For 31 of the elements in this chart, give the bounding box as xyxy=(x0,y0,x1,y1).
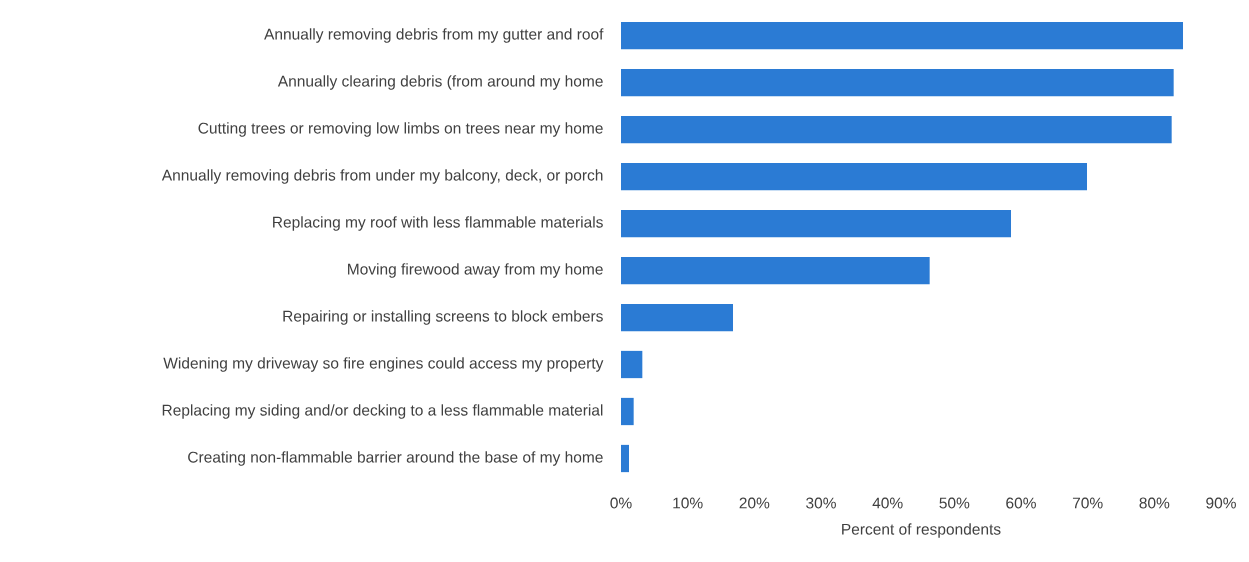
y-tick-label: Annually removing debris from my gutter and roof xyxy=(264,28,604,43)
x-tick-label: 30% xyxy=(806,497,836,509)
y-tick-label: Replacing my siding and/or decking to a less flammable material xyxy=(162,404,603,419)
bar xyxy=(621,115,1172,144)
y-tick-label: Annually removing debris from under my balcony, deck, or porch xyxy=(161,169,603,184)
y-tick-label: Cutting trees or removing low limbs on trees near my home xyxy=(198,122,603,137)
bar xyxy=(621,350,643,379)
x-tick-label: 90% xyxy=(1206,497,1236,509)
bar xyxy=(621,68,1174,97)
bar xyxy=(621,21,1183,50)
y-tick-label: Annually clearing debris (from around my home xyxy=(277,75,603,90)
y-tick-label: Replacing my roof with less flammable materials xyxy=(273,216,603,231)
x-tick-label: 50% xyxy=(939,497,970,509)
bar xyxy=(621,444,629,473)
bar xyxy=(621,209,1011,238)
x-tick-label: 0% xyxy=(610,497,632,509)
bar xyxy=(621,303,733,332)
y-tick-label: Widening my driveway so fire engines could access my property xyxy=(163,357,604,372)
x-tick-label: 80% xyxy=(1139,497,1170,509)
y-tick-label: Repairing or installing screens to block embers xyxy=(283,310,603,325)
bar xyxy=(621,162,1087,191)
bar xyxy=(621,256,930,285)
x-tick-label: 20% xyxy=(739,497,770,509)
y-tick-label: Creating non-flammable barrier around the base of my home xyxy=(188,451,603,466)
y-tick-label: Moving firewood away from my home xyxy=(348,263,603,278)
bar xyxy=(621,397,634,426)
x-tick-label: 70% xyxy=(1072,497,1103,509)
x-axis-title: Percent of respondents xyxy=(842,523,1001,538)
x-tick-label: 60% xyxy=(1006,497,1036,509)
x-tick-label: 40% xyxy=(872,497,903,509)
x-tick-label: 10% xyxy=(673,497,703,509)
